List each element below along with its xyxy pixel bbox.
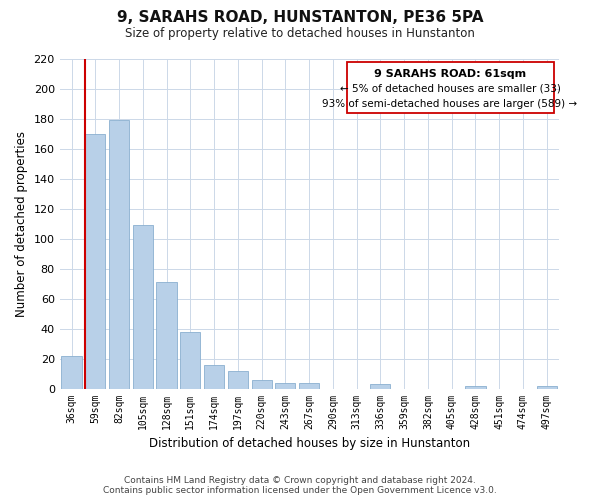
Bar [275,382,295,388]
Bar [204,364,224,388]
Text: 9, SARAHS ROAD, HUNSTANTON, PE36 5PA: 9, SARAHS ROAD, HUNSTANTON, PE36 5PA [117,10,483,25]
Text: 93% of semi-detached houses are larger (589) →: 93% of semi-detached houses are larger (… [322,98,578,108]
Bar [180,332,200,388]
Text: Contains HM Land Registry data © Crown copyright and database right 2024.
Contai: Contains HM Land Registry data © Crown c… [103,476,497,495]
Bar [299,382,319,388]
Bar [85,134,106,388]
Bar [157,282,176,389]
X-axis label: Distribution of detached houses by size in Hunstanton: Distribution of detached houses by size … [149,437,470,450]
Y-axis label: Number of detached properties: Number of detached properties [15,131,28,317]
FancyBboxPatch shape [347,62,554,114]
Bar [370,384,391,388]
Text: ← 5% of detached houses are smaller (33): ← 5% of detached houses are smaller (33) [340,84,560,94]
Bar [536,386,557,388]
Bar [466,386,485,388]
Bar [133,226,153,388]
Bar [109,120,129,388]
Text: Size of property relative to detached houses in Hunstanton: Size of property relative to detached ho… [125,28,475,40]
Bar [228,370,248,388]
Bar [251,380,272,388]
Bar [61,356,82,388]
Text: 9 SARAHS ROAD: 61sqm: 9 SARAHS ROAD: 61sqm [374,69,526,79]
